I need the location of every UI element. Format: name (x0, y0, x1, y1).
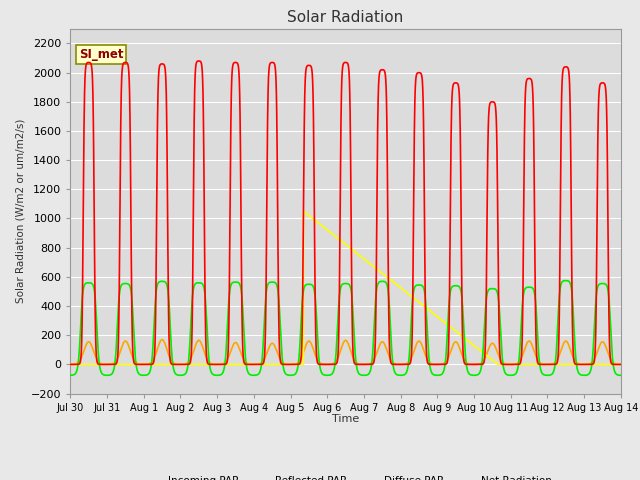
X-axis label: Time: Time (332, 414, 359, 424)
Legend: Incoming PAR, Reflected PAR, Diffuse PAR, Net Radiation: Incoming PAR, Reflected PAR, Diffuse PAR… (136, 472, 556, 480)
Title: Solar Radiation: Solar Radiation (287, 10, 404, 25)
Text: SI_met: SI_met (79, 48, 123, 61)
Y-axis label: Solar Radiation (W/m2 or um/m2/s): Solar Radiation (W/m2 or um/m2/s) (15, 119, 26, 303)
